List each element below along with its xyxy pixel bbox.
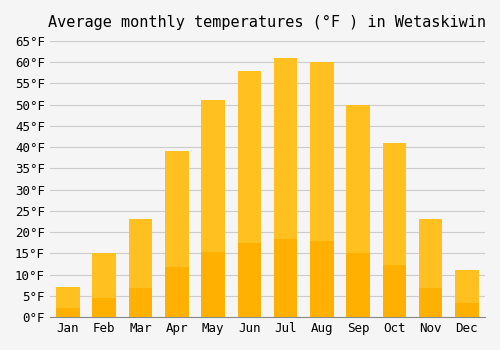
- Bar: [455, 271, 478, 303]
- Bar: [346, 253, 370, 317]
- Bar: [92, 253, 116, 317]
- Bar: [310, 62, 334, 317]
- Bar: [382, 143, 406, 317]
- Bar: [455, 303, 478, 317]
- Bar: [419, 219, 442, 288]
- Bar: [56, 287, 80, 317]
- Bar: [165, 152, 188, 267]
- Bar: [238, 71, 261, 243]
- Bar: [128, 219, 152, 288]
- Bar: [56, 287, 80, 308]
- Bar: [346, 105, 370, 317]
- Bar: [382, 143, 406, 265]
- Bar: [128, 288, 152, 317]
- Bar: [202, 100, 225, 317]
- Bar: [382, 265, 406, 317]
- Bar: [92, 253, 116, 298]
- Bar: [419, 288, 442, 317]
- Bar: [274, 58, 297, 317]
- Bar: [310, 241, 334, 317]
- Bar: [346, 105, 370, 253]
- Bar: [202, 252, 225, 317]
- Bar: [165, 152, 188, 317]
- Bar: [419, 219, 442, 317]
- Bar: [274, 239, 297, 317]
- Bar: [165, 267, 188, 317]
- Bar: [56, 308, 80, 317]
- Bar: [238, 243, 261, 317]
- Bar: [238, 71, 261, 317]
- Bar: [128, 219, 152, 317]
- Bar: [455, 271, 478, 317]
- Title: Average monthly temperatures (°F ) in Wetaskiwin: Average monthly temperatures (°F ) in We…: [48, 15, 486, 30]
- Bar: [274, 58, 297, 239]
- Bar: [92, 298, 116, 317]
- Bar: [310, 62, 334, 241]
- Bar: [202, 100, 225, 252]
